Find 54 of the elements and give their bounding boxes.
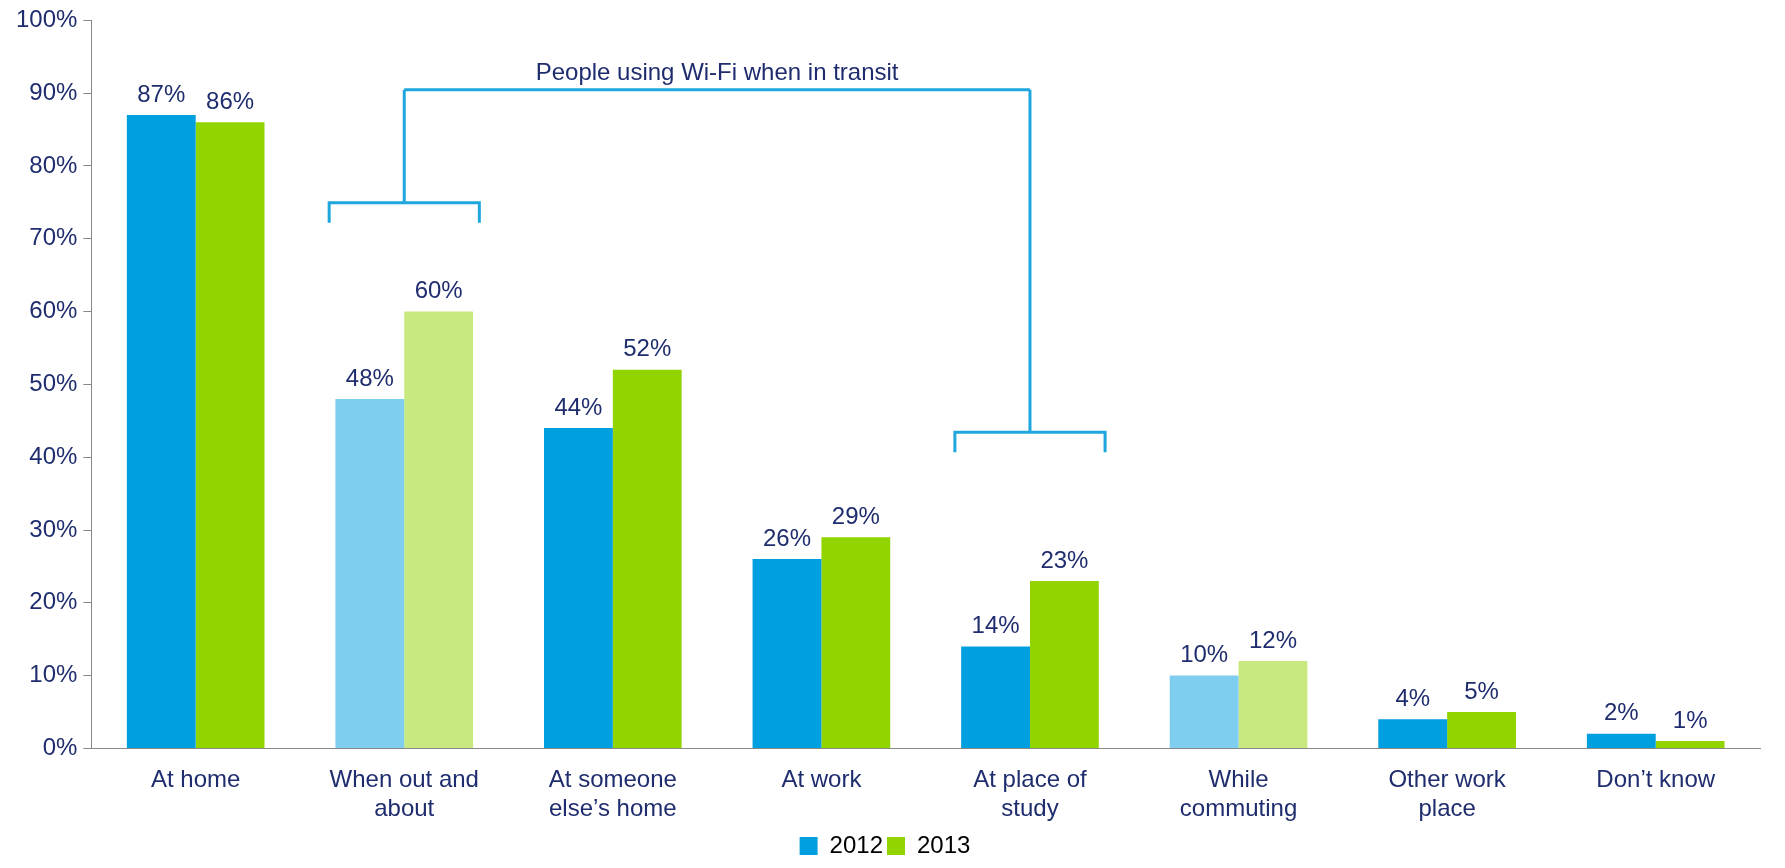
data-label: 23% [1040, 545, 1089, 573]
data-label: 29% [831, 501, 880, 529]
y-tick-label: 10% [29, 660, 78, 688]
bar [126, 115, 196, 748]
y-tick-label: 0% [42, 733, 78, 761]
y-tick-label: 50% [29, 369, 78, 397]
y-tick-label: 60% [29, 296, 78, 324]
legend-label: 2013 [917, 830, 971, 858]
data-label: 12% [1248, 625, 1297, 653]
y-tick-label: 40% [29, 441, 78, 469]
data-label: 4% [1395, 683, 1431, 711]
data-label: 5% [1464, 676, 1499, 704]
x-tick-label: While commuting [1179, 765, 1298, 822]
annotation: People using Wi-Fi when in transit [535, 57, 899, 86]
x-tick-label: At someone else’s home [548, 765, 677, 822]
y-tick-label: 20% [29, 587, 78, 615]
data-label: 52% [623, 334, 672, 362]
bar [1447, 712, 1516, 748]
data-label: 26% [762, 523, 812, 551]
y-tick-label: 90% [29, 77, 78, 105]
bar [404, 311, 474, 748]
x-tick-label: When out and about [329, 765, 479, 822]
x-tick-label: Don’t know [1596, 765, 1716, 793]
bar [195, 122, 265, 748]
data-label: 87% [137, 79, 186, 107]
x-tick-label: At place of study [973, 765, 1088, 822]
x-tick-label: Other work place [1388, 765, 1507, 822]
y-tick-label: 100% [15, 5, 78, 33]
bar [1655, 741, 1725, 748]
x-tick-label: At home [150, 765, 241, 793]
bar [1029, 580, 1099, 748]
data-label: 2% [1603, 698, 1639, 726]
bar [1586, 733, 1656, 748]
bar [1238, 661, 1308, 748]
legend-label: 2012 [829, 830, 883, 858]
bar [961, 646, 1030, 748]
y-tick-label: 70% [29, 223, 78, 251]
y-tick-label: 80% [29, 150, 78, 178]
x-tick-label: At work [781, 765, 863, 793]
bar [335, 398, 405, 748]
data-label: 14% [971, 611, 1020, 639]
bar [544, 428, 613, 748]
data-label: 60% [414, 276, 463, 304]
bar [752, 559, 822, 748]
data-label: 86% [206, 86, 255, 114]
bar [1169, 675, 1239, 748]
data-label: 44% [554, 392, 603, 420]
bar [1378, 719, 1448, 748]
y-tick-label: 30% [29, 514, 78, 542]
data-label: 48% [345, 363, 394, 391]
data-label: 1% [1672, 705, 1708, 733]
bar [612, 369, 682, 748]
data-label: 10% [1180, 640, 1229, 668]
bar [821, 537, 891, 748]
